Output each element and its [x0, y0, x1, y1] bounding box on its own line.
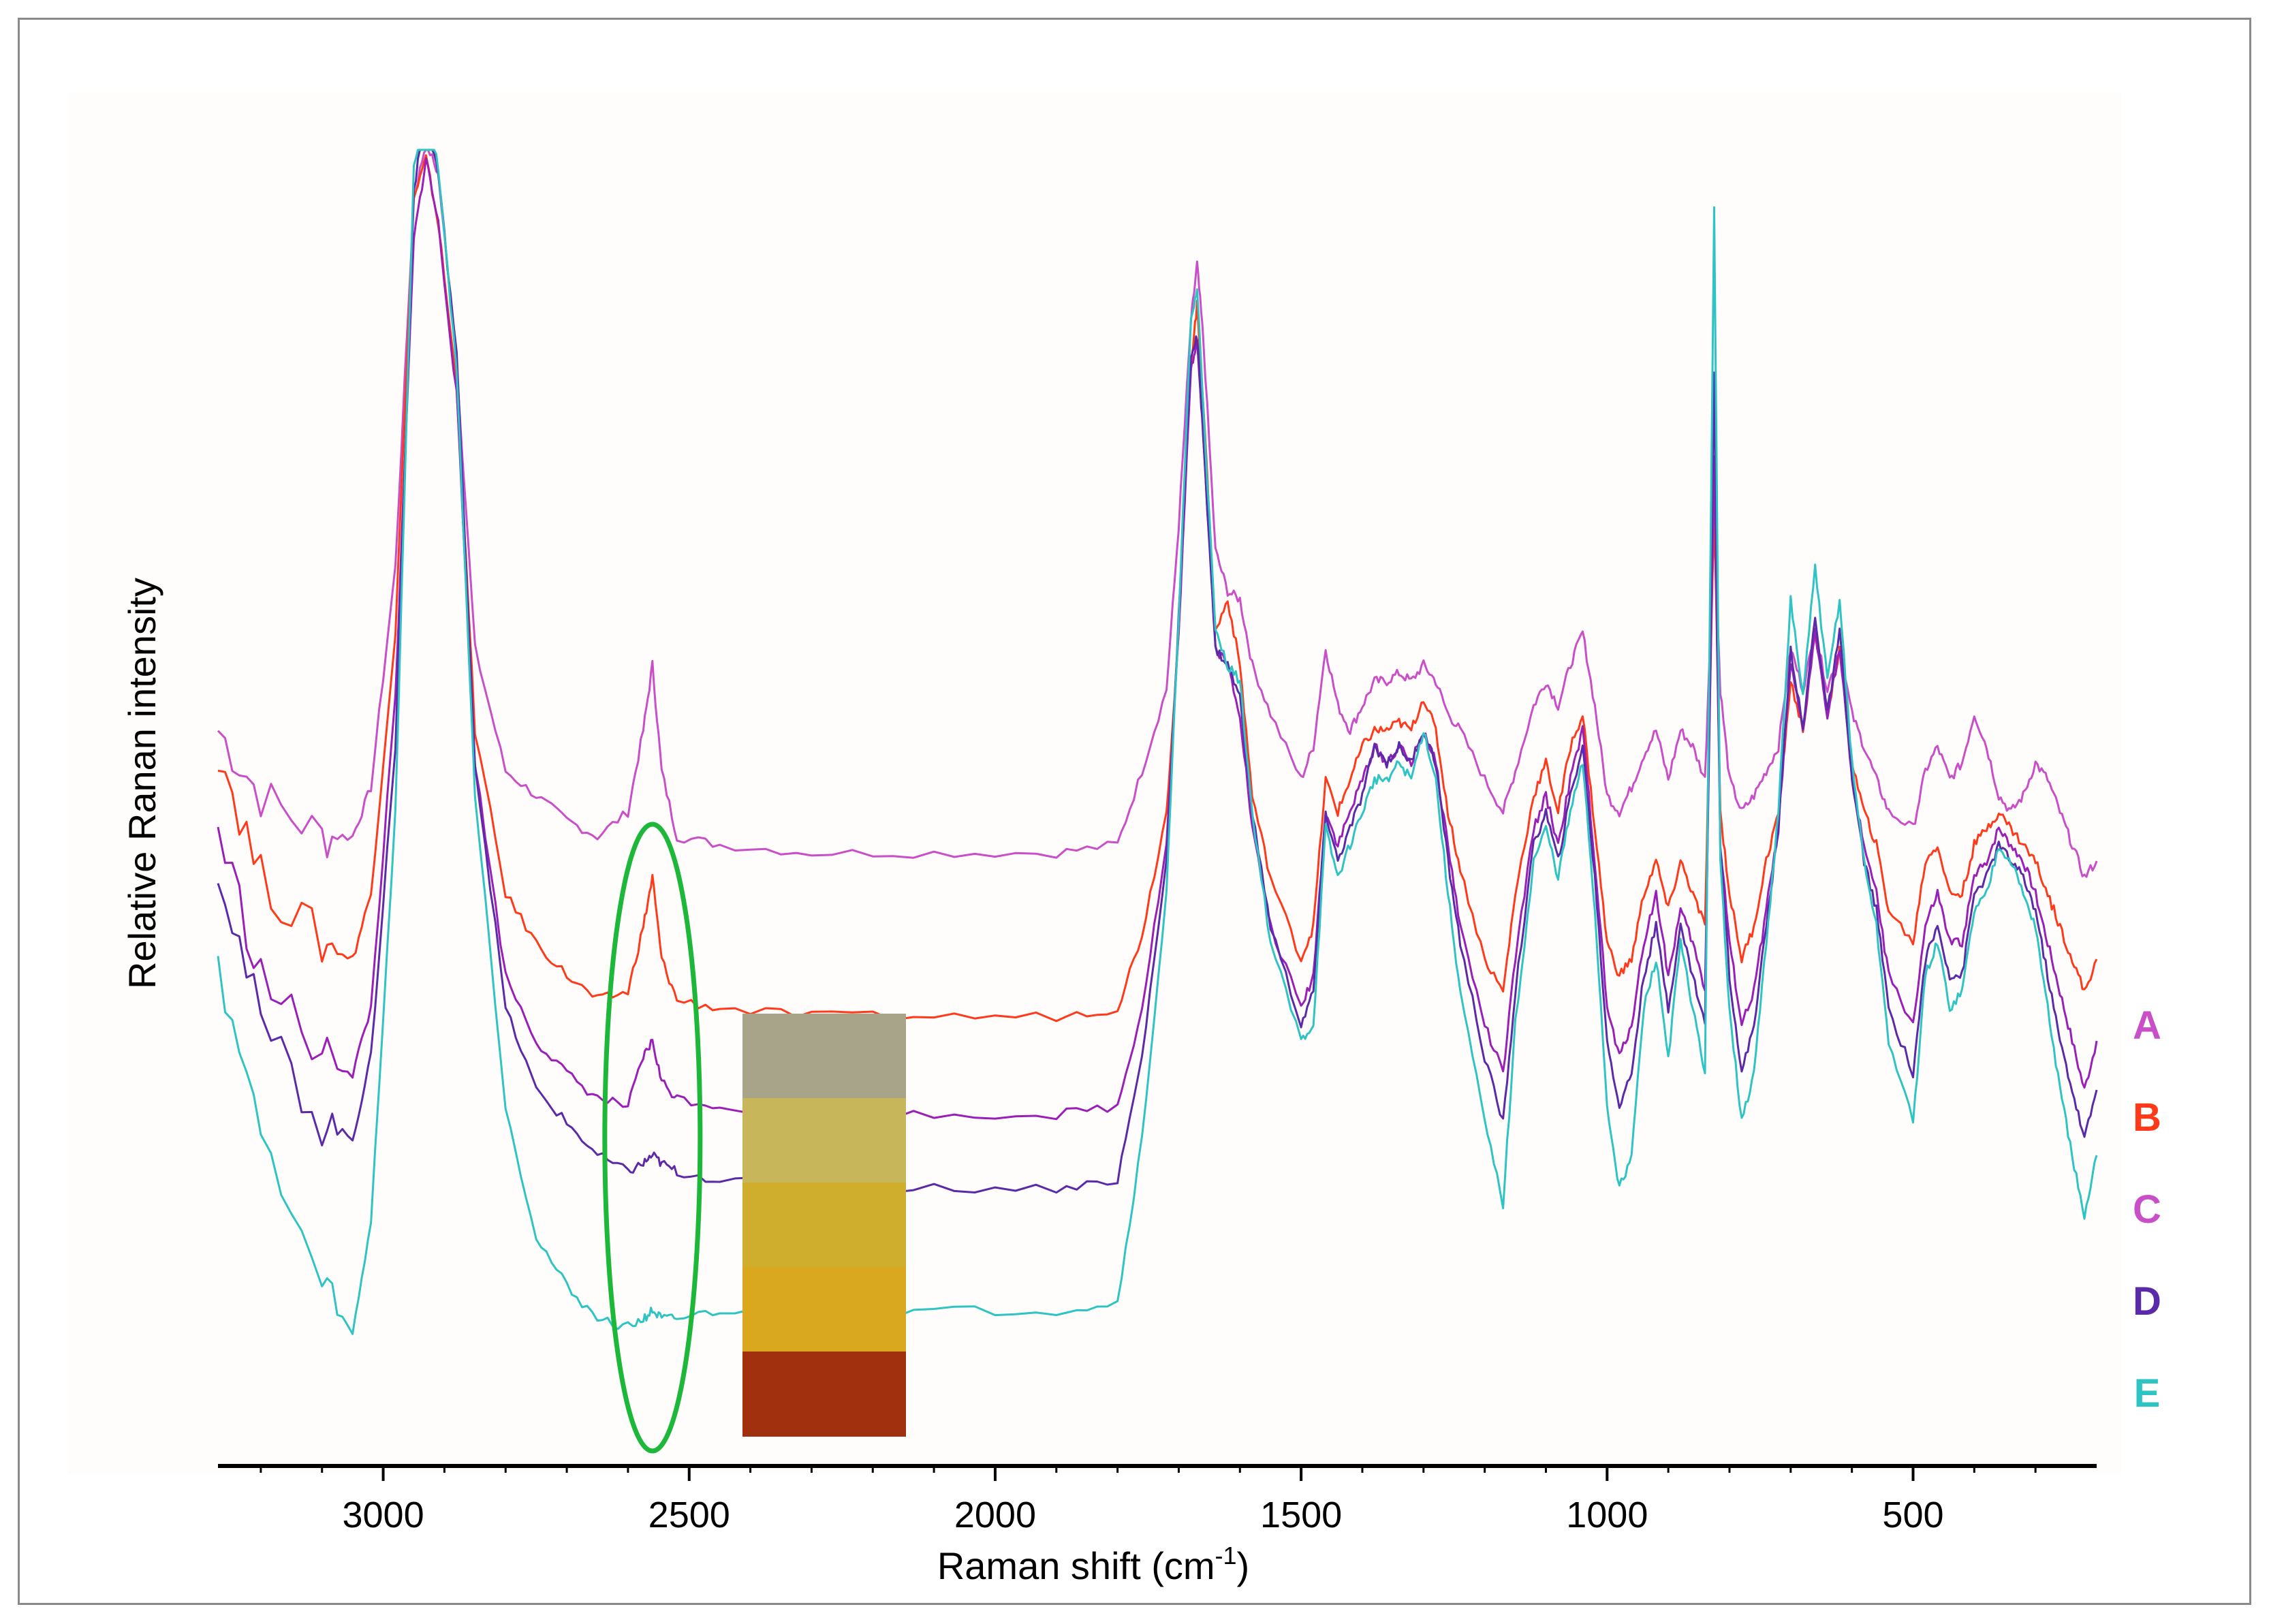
series-label: E: [2134, 1371, 2161, 1416]
x-tick-label: 3000: [342, 1495, 424, 1535]
sample-color-inset: [742, 1014, 906, 1437]
inset-swatch: [742, 1098, 906, 1183]
inset-swatch: [742, 1014, 906, 1099]
series-label: A: [2133, 1003, 2161, 1048]
series-line-a: [217, 149, 2098, 878]
series-label: C: [2133, 1187, 2161, 1232]
series-line-d: [217, 149, 2098, 1194]
series-line-c: [217, 157, 2098, 1121]
x-axis-title: Raman shift (cm-1): [937, 1542, 1249, 1587]
series-line-b: [217, 154, 2098, 1022]
inset-swatch: [742, 1267, 906, 1352]
x-axis-ticks: 3000 2500 2000 1500 1000 500: [260, 1466, 2037, 1535]
series-label-layer: A B C D E: [2133, 1003, 2161, 1416]
series-label: D: [2133, 1279, 2161, 1324]
y-axis-title: Relative Ranan intensity: [121, 578, 163, 989]
x-tick-label: 1000: [1566, 1495, 1648, 1535]
x-tick-label: 500: [1882, 1495, 1943, 1535]
series-line-e: [217, 149, 2098, 1335]
x-tick-label: 2000: [954, 1495, 1036, 1535]
inset-swatch: [742, 1352, 906, 1437]
series-label: B: [2133, 1095, 2161, 1140]
inset-swatch: [742, 1183, 906, 1268]
x-tick-label: 2500: [648, 1495, 730, 1535]
series-layer: [217, 149, 2098, 1335]
x-tick-label: 1500: [1260, 1495, 1342, 1535]
peak-annotation-ellipse: [602, 822, 703, 1454]
